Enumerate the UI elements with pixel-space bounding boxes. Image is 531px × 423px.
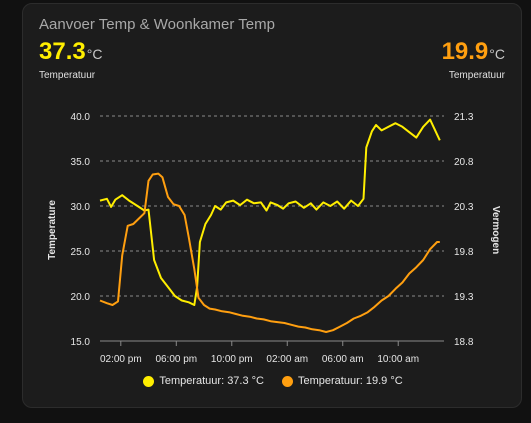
state-left-value: 37.3 (39, 38, 86, 65)
series-line-woonkamer[interactable] (99, 172, 440, 333)
x-tick-label: 10:00 am (377, 354, 419, 365)
series-line-aanvoer[interactable] (99, 118, 441, 306)
state-right[interactable]: 19.9 °C (442, 38, 505, 66)
y2-tick-label: 21.3 (454, 112, 474, 123)
legend-dot-icon (282, 375, 293, 387)
state-left[interactable]: 37.3 °C (39, 38, 102, 66)
y2-tick-label: 20.8 (454, 157, 474, 168)
x-tick-label: 06:00 pm (155, 354, 197, 365)
line-chart[interactable]: 40.0 21.3 35.0 20.8 30.0 20.3 25.0 19.8 20.0 19.3… (23, 4, 523, 409)
y-tick-label: 20.0 (71, 292, 91, 303)
x-tick-label: 06:00 am (322, 354, 364, 365)
y2-tick-label: 19.3 (454, 292, 474, 303)
y-axis-label: Temperature (47, 200, 58, 260)
y-tick-label: 15.0 (71, 337, 91, 348)
y-tick-label: 40.0 (71, 112, 91, 123)
legend-item-aanvoer[interactable]: Temperatuur: 37.3 °C (143, 375, 264, 387)
y2-tick-label: 18.8 (454, 337, 474, 348)
state-left-unit: °C (86, 46, 103, 62)
y2-tick-label: 20.3 (454, 202, 474, 213)
state-left-name: Temperatuur (39, 70, 96, 81)
y-tick-label: 30.0 (71, 202, 91, 213)
card-title: Aanvoer Temp & Woonkamer Temp (39, 16, 275, 33)
y2-tick-label: 19.8 (454, 247, 474, 258)
chart-legend: Temperatuur: 37.3 °C Temperatuur: 19.9 °… (23, 375, 523, 387)
history-graph-card: Aanvoer Temp & Woonkamer Temp 37.3 °C Te… (22, 3, 522, 408)
legend-item-woonkamer[interactable]: Temperatuur: 19.9 °C (282, 375, 403, 387)
legend-dot-icon (143, 375, 155, 387)
state-right-name: Temperatuur (448, 70, 505, 81)
y2-axis-label: Vermogen (490, 206, 501, 254)
y-tick-label: 35.0 (71, 157, 91, 168)
y-tick-label: 25.0 (71, 247, 91, 258)
x-tick-label: 10:00 pm (211, 354, 253, 365)
x-tick-label: 02:00 pm (100, 354, 142, 365)
legend-label: Temperatuur: 37.3 °C (159, 375, 264, 387)
state-right-value: 19.9 (441, 38, 489, 65)
state-right-unit: °C (489, 46, 505, 62)
legend-label: Temperatuur: 19.9 °C (298, 375, 403, 387)
x-tick-label: 02:00 am (266, 354, 308, 365)
